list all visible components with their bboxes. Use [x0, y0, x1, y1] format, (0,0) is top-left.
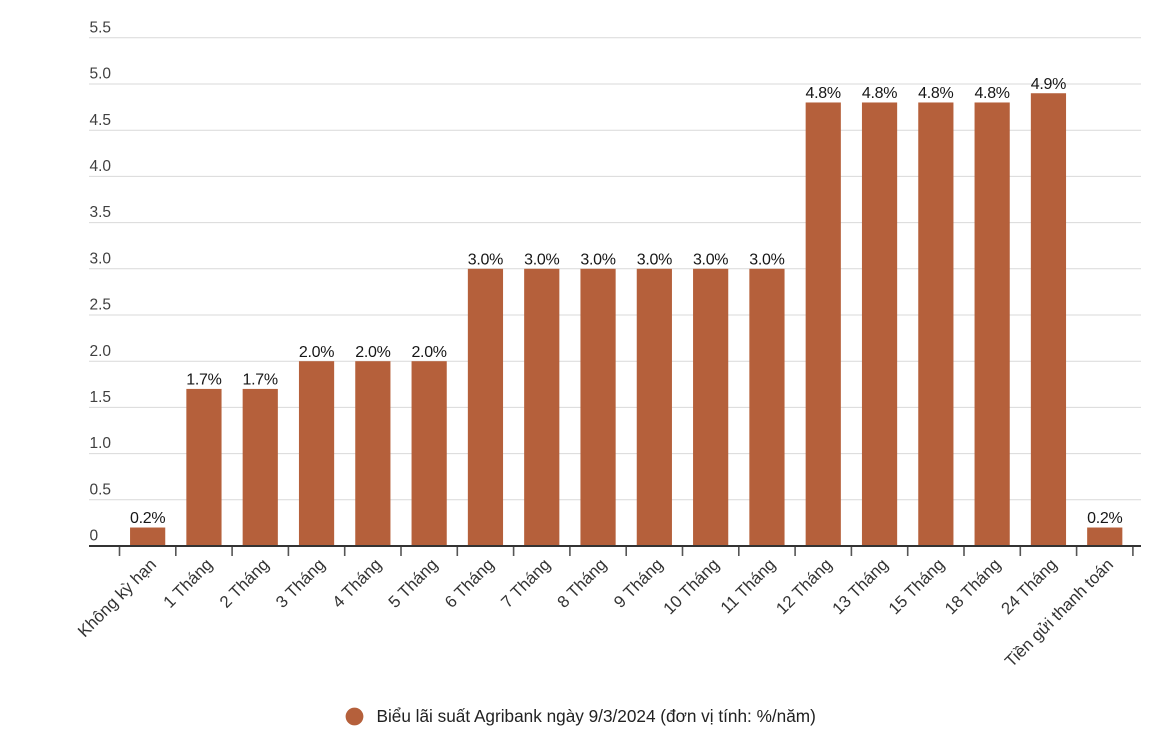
- svg-text:11 Tháng: 11 Tháng: [717, 555, 779, 617]
- svg-text:Không kỳ hạn: Không kỳ hạn: [74, 555, 160, 641]
- svg-text:15 Tháng: 15 Tháng: [885, 555, 948, 618]
- svg-text:Biểu lãi suất Agribank ngày 9/: Biểu lãi suất Agribank ngày 9/3/2024 (đơ…: [377, 706, 816, 726]
- svg-text:4.8%: 4.8%: [862, 85, 897, 102]
- svg-text:6 Tháng: 6 Tháng: [441, 555, 498, 612]
- svg-text:2.0%: 2.0%: [299, 344, 334, 361]
- svg-text:2.5: 2.5: [90, 297, 112, 314]
- svg-text:5.0: 5.0: [90, 66, 112, 83]
- svg-text:4.0: 4.0: [90, 158, 112, 175]
- svg-text:7 Tháng: 7 Tháng: [497, 555, 554, 612]
- svg-text:3.0%: 3.0%: [524, 251, 559, 268]
- svg-text:1.7%: 1.7%: [186, 372, 221, 389]
- svg-text:3.0%: 3.0%: [637, 251, 672, 268]
- svg-text:1.7%: 1.7%: [243, 372, 278, 389]
- svg-text:12 Tháng: 12 Tháng: [772, 555, 835, 618]
- svg-text:4.9%: 4.9%: [1031, 76, 1066, 93]
- svg-text:0.2%: 0.2%: [130, 510, 165, 527]
- svg-text:4.8%: 4.8%: [918, 85, 953, 102]
- svg-text:Tiền gửi thanh toán: Tiền gửi thanh toán: [1001, 555, 1117, 671]
- svg-text:1 Tháng: 1 Tháng: [159, 555, 216, 612]
- svg-text:3.0%: 3.0%: [693, 251, 728, 268]
- svg-text:18 Tháng: 18 Tháng: [941, 555, 1004, 618]
- svg-text:2.0: 2.0: [90, 343, 112, 360]
- svg-text:3.0%: 3.0%: [580, 251, 615, 268]
- svg-text:5 Tháng: 5 Tháng: [385, 555, 442, 612]
- svg-text:2 Tháng: 2 Tháng: [216, 555, 273, 612]
- svg-text:9 Tháng: 9 Tháng: [610, 555, 667, 612]
- svg-text:3.0: 3.0: [90, 250, 112, 267]
- svg-text:8 Tháng: 8 Tháng: [554, 555, 611, 612]
- svg-text:0.5: 0.5: [90, 481, 112, 498]
- svg-text:0.2%: 0.2%: [1087, 510, 1122, 527]
- svg-text:1.5: 1.5: [90, 389, 112, 406]
- svg-text:2.0%: 2.0%: [355, 344, 390, 361]
- svg-text:0: 0: [90, 528, 99, 545]
- svg-text:1.0: 1.0: [90, 435, 112, 452]
- svg-text:10 Tháng: 10 Tháng: [660, 555, 723, 618]
- svg-text:4.5: 4.5: [90, 112, 112, 129]
- svg-text:5.5: 5.5: [90, 19, 112, 36]
- svg-text:4 Tháng: 4 Tháng: [328, 555, 385, 612]
- svg-text:4.8%: 4.8%: [974, 85, 1009, 102]
- svg-text:3.0%: 3.0%: [468, 251, 503, 268]
- svg-text:13 Tháng: 13 Tháng: [828, 555, 891, 618]
- svg-text:3.5: 3.5: [90, 204, 112, 221]
- svg-text:3.0%: 3.0%: [749, 251, 784, 268]
- svg-text:3 Tháng: 3 Tháng: [272, 555, 329, 612]
- svg-text:2.0%: 2.0%: [411, 344, 446, 361]
- svg-text:4.8%: 4.8%: [806, 85, 841, 102]
